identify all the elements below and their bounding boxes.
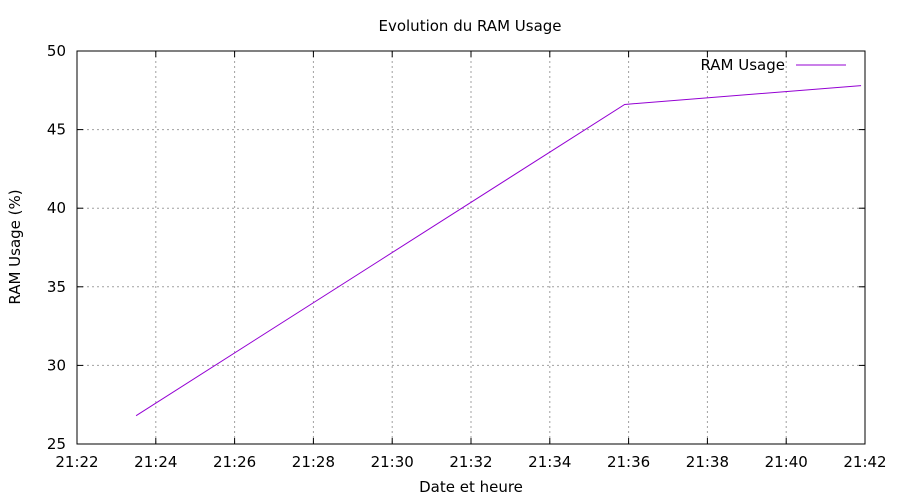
- y-tick-label: 30: [47, 356, 66, 374]
- y-tick-label: 50: [47, 42, 66, 60]
- x-tick-label: 21:24: [134, 453, 177, 471]
- x-tick-label: 21:38: [686, 453, 729, 471]
- x-tick-label: 21:28: [292, 453, 335, 471]
- x-tick-label: 21:34: [528, 453, 571, 471]
- y-tick-label: 25: [47, 435, 66, 453]
- x-axis-label: Date et heure: [419, 478, 523, 496]
- x-tick-label: 21:32: [449, 453, 492, 471]
- x-tick-label: 21:30: [371, 453, 414, 471]
- legend-label: RAM Usage: [700, 56, 785, 74]
- tick-labels: 21:22 21:24 21:26 21:28 21:30 21:32 21:34 21:36…: [47, 42, 887, 471]
- chart-title: Evolution du RAM Usage: [378, 17, 561, 35]
- x-tick-label: 21:36: [607, 453, 650, 471]
- x-tick-label: 21:42: [843, 453, 886, 471]
- y-tick-label: 35: [47, 278, 66, 296]
- y-axis-label: RAM Usage (%): [6, 189, 24, 304]
- grid-lines: [77, 51, 865, 444]
- x-tick-label: 21:26: [213, 453, 256, 471]
- series-lines: [135, 85, 862, 417]
- legend: RAM Usage: [700, 56, 846, 74]
- y-tick-label: 40: [47, 199, 66, 217]
- y-tick-label: 45: [47, 121, 66, 139]
- x-tick-label: 21:40: [765, 453, 808, 471]
- x-tick-label: 21:22: [55, 453, 98, 471]
- axes: [76, 50, 866, 445]
- series-line-ram-usage: [135, 85, 862, 417]
